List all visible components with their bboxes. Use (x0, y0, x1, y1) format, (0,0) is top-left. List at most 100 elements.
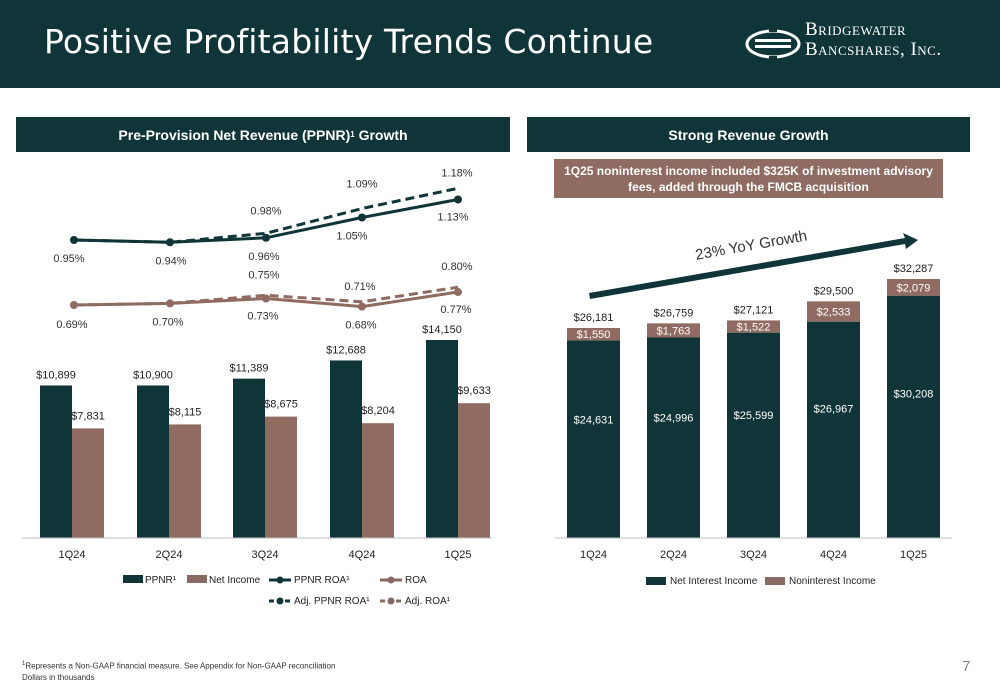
ppnr-bar-label: $12,688 (326, 344, 366, 356)
x-tick-label: 1Q24 (59, 549, 86, 561)
legend-marker-roa (387, 576, 395, 584)
ppnr-bar (426, 340, 458, 538)
net-income-bar (265, 416, 297, 538)
ppnr-bar (40, 385, 72, 538)
footnote-sup: 1 (22, 661, 26, 667)
legend-label-roa: ROA (405, 575, 427, 586)
net-interest-income-bar (727, 332, 780, 538)
left-panel-title-text: Pre-Provision Net Revenue (PPNR) (118, 126, 351, 143)
logo-line-1: Bridgewater (805, 19, 907, 40)
left-panel-title-suffix: Growth (354, 126, 408, 143)
net-interest-income-label: $26,967 (814, 404, 854, 416)
x-tick-label: 1Q25 (445, 549, 472, 561)
ppnr-roa-point (358, 213, 366, 222)
revenue-chart: 23% YoY Growth $24,631$1,550$26,1811Q24$… (555, 227, 952, 587)
ppnr-roa-label: 0.95% (53, 253, 84, 265)
net-income-bar-label: $8,115 (169, 406, 202, 418)
x-tick-label: 2Q24 (660, 549, 687, 561)
noninterest-income-label: $2,533 (817, 307, 851, 319)
adj-ppnr-roa-line (73, 186, 459, 244)
page-title: Positive Profitability Trends Continue (44, 22, 654, 61)
legend-label-adj-ppnr-roa: Adj. PPNR ROA¹ (294, 596, 370, 607)
legend-label-net-interest-income: Net Interest Income (670, 576, 758, 587)
x-tick-label: 1Q25 (900, 549, 927, 561)
noninterest-income-label: $2,079 (897, 282, 931, 294)
x-tick-label: 4Q24 (820, 549, 847, 561)
ppnr-bar (330, 360, 362, 538)
footnote-line-1: Represents a Non-GAAP financial measure.… (25, 661, 336, 671)
ppnr-bar-label: $11,389 (230, 363, 269, 375)
bridge-logo-icon (745, 27, 801, 61)
roa-point (166, 299, 174, 308)
ppnr-bar (233, 378, 265, 538)
roa-label: 0.69% (56, 319, 87, 331)
slide-header: Positive Profitability Trends Continue B… (0, 0, 1000, 88)
ppnr-roa-point (454, 195, 462, 204)
net-interest-income-label: $25,599 (734, 410, 774, 422)
ppnr-roa-label: 1.13% (437, 212, 468, 224)
ppnr-roa-label: 1.05% (336, 231, 367, 243)
adj-roa-label: 0.71% (344, 281, 375, 293)
legend-label-ppnr-roa: PPNR ROA¹ (294, 575, 350, 586)
ppnr-bar-label: $14,150 (422, 324, 462, 336)
noninterest-income-bar (567, 327, 620, 341)
total-revenue-label: $26,759 (654, 307, 694, 319)
x-tick-label: 4Q24 (349, 549, 376, 561)
noninterest-income-label: $1,522 (737, 322, 771, 334)
ppnr-chart: $10,899 $7,831 1Q24 $10,900 $8,115 2Q24 $11,38… (22, 167, 492, 607)
ppnr-bar-label: $10,900 (133, 369, 173, 381)
net-income-bar-label: $8,675 (264, 399, 298, 411)
x-tick-label: 2Q24 (156, 549, 183, 561)
roa-point (454, 288, 462, 297)
total-revenue-label: $27,121 (734, 304, 774, 316)
net-interest-income-bar (807, 321, 860, 538)
ppnr-roa-point (166, 238, 174, 247)
net-interest-income-bar (647, 337, 700, 538)
legend-swatch-noninterest-income (765, 577, 785, 585)
roa-point (358, 302, 366, 311)
net-interest-income-bar (887, 295, 940, 538)
legend-label-noninterest-income: Noninterest Income (789, 576, 876, 587)
net-interest-income-bar (567, 340, 620, 538)
legend-label-ppnr: PPNR¹ (145, 575, 177, 586)
adj-roa-line (73, 285, 459, 307)
net-income-bar-label: $7,831 (71, 410, 105, 422)
x-tick-label: 3Q24 (740, 549, 767, 561)
left-panel-title-sup: 1 (350, 130, 355, 139)
ppnr-roa-label: 0.96% (248, 251, 279, 263)
total-revenue-label: $29,500 (814, 285, 854, 297)
net-interest-income-label: $24,631 (574, 414, 614, 426)
logo-line-2: Bancshares, Inc. (805, 39, 942, 60)
noninterest-income-bar (887, 279, 940, 296)
adj-ppnr-roa-label: 0.98% (250, 205, 281, 217)
net-interest-income-label: $24,996 (654, 413, 694, 425)
legend-label-adj-roa: Adj. ROA¹ (405, 596, 451, 607)
noninterest-income-label: $1,550 (577, 329, 611, 341)
noninterest-income-bar (807, 301, 860, 322)
net-income-bar (362, 423, 394, 538)
x-tick-label: 3Q24 (252, 549, 279, 561)
right-panel-title: Strong Revenue Growth (527, 117, 970, 152)
legend-marker-adj-roa (387, 597, 395, 605)
page-number: 7 (962, 658, 971, 675)
noninterest-income-bar (727, 320, 780, 333)
net-income-bar (169, 424, 201, 538)
left-panel-title: Pre-Provision Net Revenue (PPNR) 1 Growth (16, 117, 510, 152)
legend-swatch-net-income (187, 575, 207, 583)
net-income-bar (72, 428, 104, 538)
net-income-bar-label: $9,633 (457, 385, 491, 397)
ppnr-roa-point (262, 233, 270, 242)
net-income-bar (458, 403, 490, 538)
adj-roa-label: 0.75% (248, 269, 279, 281)
adj-ppnr-roa-label: 1.09% (346, 179, 377, 191)
noninterest-income-bar (647, 323, 700, 338)
ppnr-bar (137, 385, 169, 538)
adj-roa-label: 0.80% (441, 261, 472, 273)
footnote: 1Represents a Non-GAAP financial measure… (22, 659, 335, 683)
legend-swatch-net-interest-income (646, 577, 666, 585)
ppnr-roa-label: 0.94% (155, 255, 186, 267)
growth-arrow (589, 233, 918, 299)
total-revenue-label: $32,287 (894, 263, 934, 275)
callout-box: 1Q25 noninterest income included $325K o… (554, 159, 943, 198)
footnote-line-2: Dollars in thousands (22, 672, 95, 682)
